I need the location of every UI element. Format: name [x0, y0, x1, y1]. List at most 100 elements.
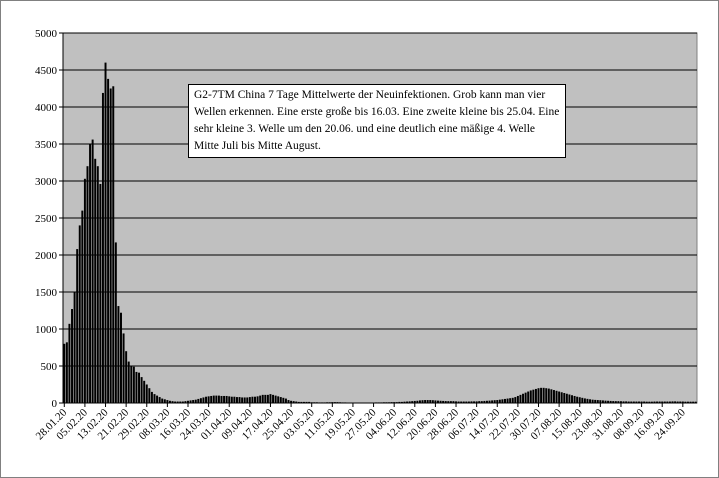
- bar: [550, 389, 553, 403]
- bar: [287, 400, 290, 403]
- bar: [431, 400, 434, 403]
- bar: [71, 309, 73, 403]
- bar: [594, 399, 597, 403]
- bar: [156, 395, 159, 403]
- bar: [212, 395, 215, 403]
- bar: [658, 401, 661, 403]
- bar: [578, 397, 581, 403]
- bar: [114, 242, 117, 403]
- bar: [295, 401, 298, 403]
- bar: [547, 388, 550, 403]
- bar: [434, 400, 437, 403]
- bar: [223, 395, 226, 403]
- bar: [483, 400, 486, 403]
- bar: [429, 400, 432, 403]
- bar: [545, 388, 548, 403]
- bar: [192, 400, 195, 403]
- bar: [174, 401, 177, 403]
- y-tick-label: 3500: [35, 139, 58, 151]
- bar: [148, 388, 151, 403]
- bar: [403, 401, 406, 403]
- bar: [542, 387, 545, 403]
- bar: [269, 394, 272, 403]
- bar: [666, 401, 669, 403]
- bar: [248, 397, 251, 403]
- bar: [671, 401, 674, 403]
- bar: [138, 372, 141, 403]
- bar: [179, 401, 182, 403]
- bar: [571, 395, 573, 403]
- bar: [496, 400, 499, 403]
- bar: [560, 392, 563, 403]
- bar: [246, 397, 249, 403]
- bar: [89, 144, 92, 403]
- bar: [406, 401, 409, 403]
- bar: [251, 396, 254, 403]
- bar: [256, 396, 259, 403]
- bar: [565, 393, 568, 403]
- bar: [199, 398, 202, 403]
- annotation: G2-7TM China 7 Tage Mittelwerte der Neui…: [188, 84, 566, 158]
- y-tick-label: 2500: [35, 213, 58, 225]
- bar: [650, 401, 653, 403]
- bar: [612, 401, 615, 403]
- bar: [274, 395, 277, 403]
- bar: [648, 401, 651, 403]
- bar: [581, 397, 584, 403]
- bar: [522, 393, 525, 403]
- bar: [444, 401, 447, 403]
- bar: [302, 401, 305, 403]
- bar: [555, 390, 558, 403]
- bar: [514, 397, 517, 403]
- bar: [596, 400, 599, 403]
- bar: [243, 397, 246, 403]
- bar: [465, 401, 468, 403]
- bar: [73, 292, 76, 403]
- bar: [94, 158, 97, 403]
- y-tick-label: 1000: [35, 324, 58, 336]
- bar: [279, 397, 282, 403]
- bar: [524, 392, 527, 403]
- bar: [591, 399, 594, 403]
- bar: [604, 400, 607, 403]
- bar: [607, 400, 610, 403]
- bar: [619, 401, 622, 403]
- bar: [460, 401, 463, 403]
- bar: [220, 395, 223, 403]
- bar: [418, 400, 421, 403]
- bar: [643, 401, 646, 403]
- bar: [189, 400, 192, 403]
- bar: [230, 396, 233, 403]
- bar: [576, 396, 579, 403]
- bar: [470, 401, 473, 403]
- bar: [290, 400, 293, 403]
- bar: [689, 401, 692, 403]
- bar: [238, 397, 241, 403]
- bar: [614, 401, 617, 403]
- bar: [181, 401, 184, 403]
- bar: [65, 342, 68, 403]
- bar: [217, 395, 220, 403]
- bar: [625, 401, 628, 403]
- y-tick-label: 4500: [35, 65, 58, 77]
- bar: [187, 400, 189, 403]
- y-tick-label: 5000: [35, 28, 58, 40]
- bar: [284, 398, 287, 403]
- bar: [266, 394, 269, 403]
- bar: [462, 401, 465, 403]
- bar: [135, 371, 138, 403]
- bar: [609, 400, 612, 403]
- bar: [527, 391, 530, 403]
- bar: [457, 401, 460, 403]
- bar: [153, 394, 156, 403]
- bar: [215, 395, 218, 403]
- bar: [225, 395, 228, 403]
- bar: [449, 401, 452, 403]
- bar: [504, 398, 506, 403]
- bar: [166, 400, 169, 403]
- bar: [91, 139, 94, 403]
- bar: [96, 166, 99, 403]
- bar: [558, 391, 561, 403]
- bar: [583, 398, 586, 403]
- bar: [76, 249, 79, 403]
